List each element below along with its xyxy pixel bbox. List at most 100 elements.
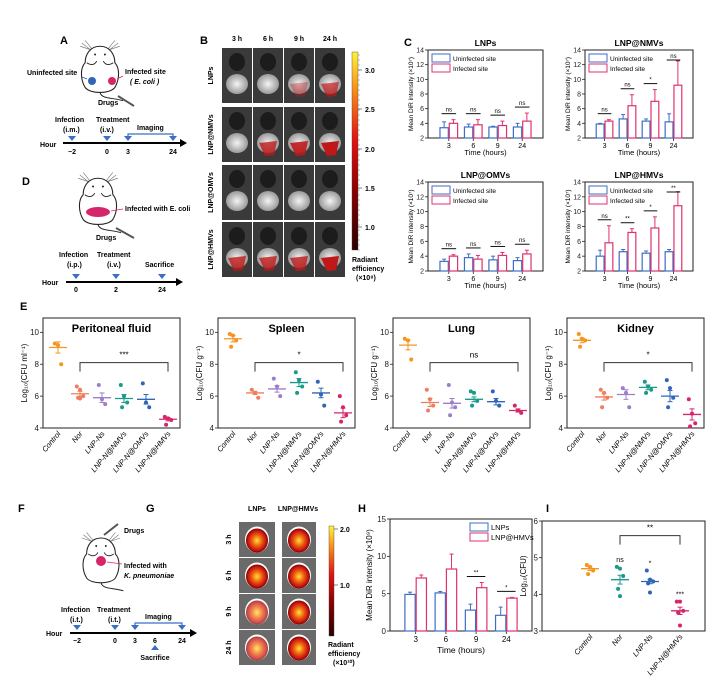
y-tick-label: 10	[380, 328, 389, 337]
data-point	[337, 394, 342, 399]
timeline-tick: 2	[114, 287, 118, 294]
infected-label: Infected with E. coli	[125, 206, 190, 213]
timeline-sacrifice-label: Sacrifice	[145, 262, 174, 269]
y-tick-label: 2	[577, 135, 581, 142]
colorbar-tick: 1.0	[340, 583, 350, 590]
y-tick-label: 2	[420, 135, 424, 142]
colorbar-tick: 2.5	[365, 107, 375, 114]
data-point	[642, 379, 647, 384]
column-header: 3 h	[232, 36, 242, 43]
y-axis-label: Log₁₀(CFU g⁻¹)	[195, 345, 204, 400]
x-tick-label: 24	[518, 276, 526, 283]
y-tick-label: 4	[577, 254, 581, 261]
chart-mark	[322, 53, 338, 71]
chart-mark	[322, 227, 338, 245]
y-tick-label: 12	[573, 194, 581, 201]
chart-title: LNP@NMVs	[615, 38, 664, 48]
data-point	[278, 394, 283, 399]
mouse-image	[284, 107, 314, 162]
column-header: 6 h	[263, 36, 273, 43]
legend-label: Infected site	[453, 66, 488, 73]
y-tick-label: 4	[534, 590, 539, 599]
lung-imaging-grid: LNPs LNP@HMVs 3 h 6 h 9 h 24 h	[226, 506, 318, 665]
x-tick-label: Control	[40, 429, 63, 454]
colorbar-tick: 2.0	[365, 147, 375, 154]
data-point	[578, 344, 583, 349]
legend-swatch	[469, 522, 489, 532]
x-tick-label: Control	[390, 429, 413, 454]
syringe-icon	[103, 523, 119, 536]
panel-label-b: B	[200, 35, 208, 47]
legend-swatch	[431, 63, 451, 73]
legend-swatch	[431, 195, 451, 205]
column-header: 9 h	[294, 36, 304, 43]
mouse-image	[315, 165, 345, 220]
data-point	[512, 403, 517, 408]
chart-mark	[291, 112, 307, 130]
y-tick-label: 12	[416, 62, 424, 69]
y-tick-label: 10	[30, 328, 39, 337]
mouse-image	[253, 107, 283, 162]
bar	[618, 118, 628, 139]
data-point	[78, 396, 82, 401]
data-point	[103, 402, 108, 407]
fluorescence-signal	[246, 636, 268, 661]
x-tick-label: 3	[447, 276, 451, 283]
y-tick-label: 8	[420, 91, 424, 98]
chart-mark	[288, 74, 310, 94]
y-tick-label: 4	[420, 254, 424, 261]
y-tick-label: 5	[534, 553, 539, 562]
bar	[506, 597, 518, 632]
timeline-markers	[73, 625, 186, 650]
y-tick-label: 10	[573, 77, 581, 84]
timeline-infection-route: (i.t.)	[70, 617, 83, 624]
legend-swatch	[431, 53, 451, 63]
significance-label: ns	[470, 351, 478, 360]
x-tick-label: 6	[471, 143, 475, 150]
x-tick-label: 24	[518, 143, 526, 150]
fluorescence-signal	[290, 82, 308, 97]
y-axis-label: Log₁₀(CFU g⁻¹)	[544, 345, 553, 400]
legend-label: Uninfected site	[453, 56, 496, 63]
chart-mark	[257, 191, 279, 211]
x-tick-label: 6	[471, 276, 475, 283]
bar	[439, 260, 449, 272]
panel-label-c: C	[404, 37, 412, 49]
significance-label: *	[649, 205, 652, 211]
y-tick-label: 8	[577, 91, 581, 98]
data-point	[686, 397, 691, 402]
significance-label: ns	[495, 109, 501, 115]
x-tick-label: 9	[649, 143, 653, 150]
significance-bracket	[619, 535, 681, 545]
bar	[448, 255, 459, 272]
timeline-tick: 24	[169, 149, 177, 156]
lung-image	[239, 558, 275, 593]
data-point	[490, 389, 495, 394]
lung-image	[282, 594, 316, 629]
x-tick-label: LNP-Ns	[631, 632, 655, 658]
fluorescence-signal	[246, 600, 268, 625]
data-point	[96, 382, 101, 387]
arrow-head-icon	[190, 629, 197, 637]
data-point	[431, 403, 436, 408]
timeline-tick: 6	[153, 638, 157, 645]
legend-swatch	[588, 185, 608, 195]
lung-image	[282, 558, 316, 593]
x-tick-label: Nor	[245, 429, 260, 444]
mouse-image	[315, 48, 345, 103]
colorbar-tick: 2.0	[340, 527, 350, 534]
y-tick-label: 6	[420, 106, 424, 113]
syringe-icon	[115, 227, 135, 239]
significance-label: ns	[624, 83, 630, 89]
data-point	[627, 405, 632, 410]
mouse-image	[222, 165, 252, 220]
data-point	[693, 421, 698, 426]
y-tick-label: 6	[534, 517, 539, 526]
data-point	[668, 386, 672, 391]
bar	[448, 122, 459, 139]
fluorescence-signal	[246, 564, 268, 589]
uninfected-site-label: Uninfected site	[27, 70, 77, 77]
